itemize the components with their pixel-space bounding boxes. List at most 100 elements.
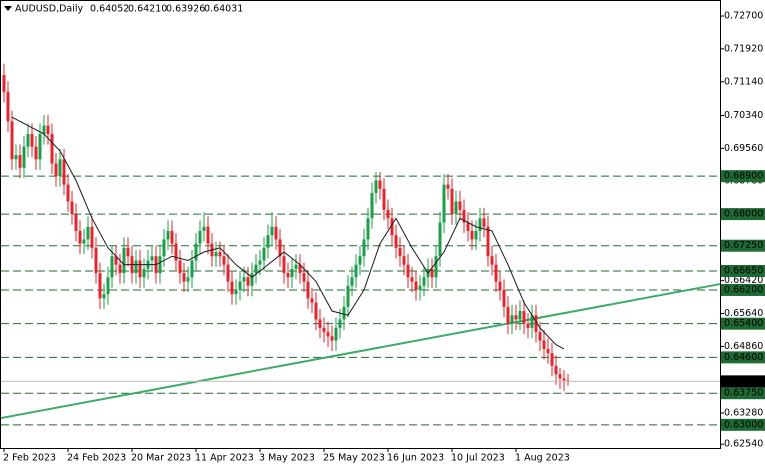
candle-body	[482, 218, 486, 227]
candle-body	[402, 256, 406, 265]
candle-body	[370, 193, 374, 219]
candle-body	[46, 125, 50, 135]
candle-body	[250, 273, 254, 286]
plot-frame	[0, 0, 721, 449]
candle-body	[206, 226, 210, 244]
candle-body	[278, 239, 282, 257]
candle-body	[354, 264, 358, 278]
candle-body	[38, 134, 42, 160]
candle-body	[246, 277, 250, 286]
candle-body	[182, 273, 186, 282]
candle-body	[318, 319, 322, 328]
candle-body	[382, 188, 386, 210]
candle-body	[142, 268, 146, 278]
candle-body	[134, 260, 138, 274]
level-box	[721, 418, 765, 431]
current-price-label: 0.64031	[724, 376, 763, 387]
candle-body	[186, 277, 190, 282]
header-low: 0.63926	[166, 4, 205, 15]
candle-body	[262, 247, 266, 261]
candle-body	[178, 260, 182, 274]
candle-body	[106, 277, 110, 295]
moving-average	[11, 116, 565, 350]
level-label: 0.63750	[724, 388, 763, 399]
candle-body	[458, 201, 462, 210]
y-tick-label: 0.71140	[724, 76, 763, 87]
candle-body	[490, 256, 494, 265]
candle-body	[398, 247, 402, 257]
candle-body	[386, 209, 390, 219]
x-tick-label: 16 Jun 2023	[387, 453, 444, 464]
candle-body	[150, 256, 154, 261]
candle-body	[530, 315, 534, 328]
candle-body	[562, 378, 566, 381]
candle-body	[170, 230, 174, 244]
symbol: AUDUSD,Daily	[15, 4, 84, 15]
candle-body	[522, 311, 526, 324]
x-tick-label: 11 Apr 2023	[195, 453, 254, 464]
candle-body	[226, 264, 230, 282]
candle-body	[486, 226, 490, 257]
candle-body	[474, 230, 478, 240]
x-tick-label: 3 May 2023	[259, 453, 315, 464]
candle-body	[306, 281, 310, 299]
candle-body	[502, 289, 506, 307]
candle-body	[10, 121, 14, 160]
y-tick-label: 0.70340	[724, 110, 763, 121]
candle-body	[534, 315, 538, 333]
candle-body	[298, 264, 302, 274]
x-tick-label: 24 Feb 2023	[67, 453, 126, 464]
candle-body	[338, 319, 342, 328]
candle-body	[394, 235, 398, 248]
candle-body	[258, 260, 262, 265]
y-tick-label: 0.63280	[724, 408, 763, 419]
candle-body	[158, 256, 162, 274]
candle-body	[478, 218, 482, 231]
level-label: 0.68900	[724, 171, 763, 182]
level-label: 0.66650	[724, 265, 763, 276]
x-tick-label: 2 Feb 2023	[3, 453, 56, 464]
candle-body	[462, 209, 466, 223]
trendline	[0, 283, 721, 420]
candle-body	[90, 226, 94, 248]
x-tick-label: 20 Mar 2023	[131, 453, 191, 464]
candle-body	[6, 91, 10, 122]
candle-body	[358, 256, 362, 265]
candle-body	[58, 159, 62, 177]
level-label: 0.66200	[724, 284, 763, 295]
candle-body	[266, 235, 270, 248]
candle-body	[286, 273, 290, 278]
candle-body	[42, 125, 46, 135]
level-box	[721, 351, 765, 364]
candle-body	[34, 146, 38, 160]
candle-body	[30, 134, 34, 147]
menu-icon[interactable]	[4, 6, 12, 11]
y-tick-label: 0.66420	[724, 275, 763, 286]
candle-body	[554, 365, 558, 375]
candle-body	[494, 264, 498, 282]
candle-body	[330, 336, 334, 341]
level-box	[721, 239, 765, 252]
x-tick-label: 1 Aug 2023	[515, 453, 570, 464]
level-box	[721, 387, 765, 400]
y-tick-label: 0.72700	[724, 11, 763, 22]
candle-body	[454, 201, 458, 215]
header-high: 0.64210	[128, 4, 167, 15]
candle-body	[422, 277, 426, 286]
candle-body	[342, 306, 346, 320]
candle-body	[98, 273, 102, 299]
candle-body	[222, 256, 226, 265]
candle-body	[270, 226, 274, 236]
candle-body	[114, 256, 118, 265]
candle-body	[302, 273, 306, 282]
candle-body	[446, 184, 450, 189]
candle-body	[390, 218, 394, 236]
candle-body	[314, 302, 318, 320]
candle-body	[238, 281, 242, 290]
candle-body	[290, 268, 294, 278]
candle-body	[378, 180, 382, 189]
candle-body	[254, 264, 258, 274]
candle-body	[326, 332, 330, 337]
level-label: 0.67250	[724, 240, 763, 251]
